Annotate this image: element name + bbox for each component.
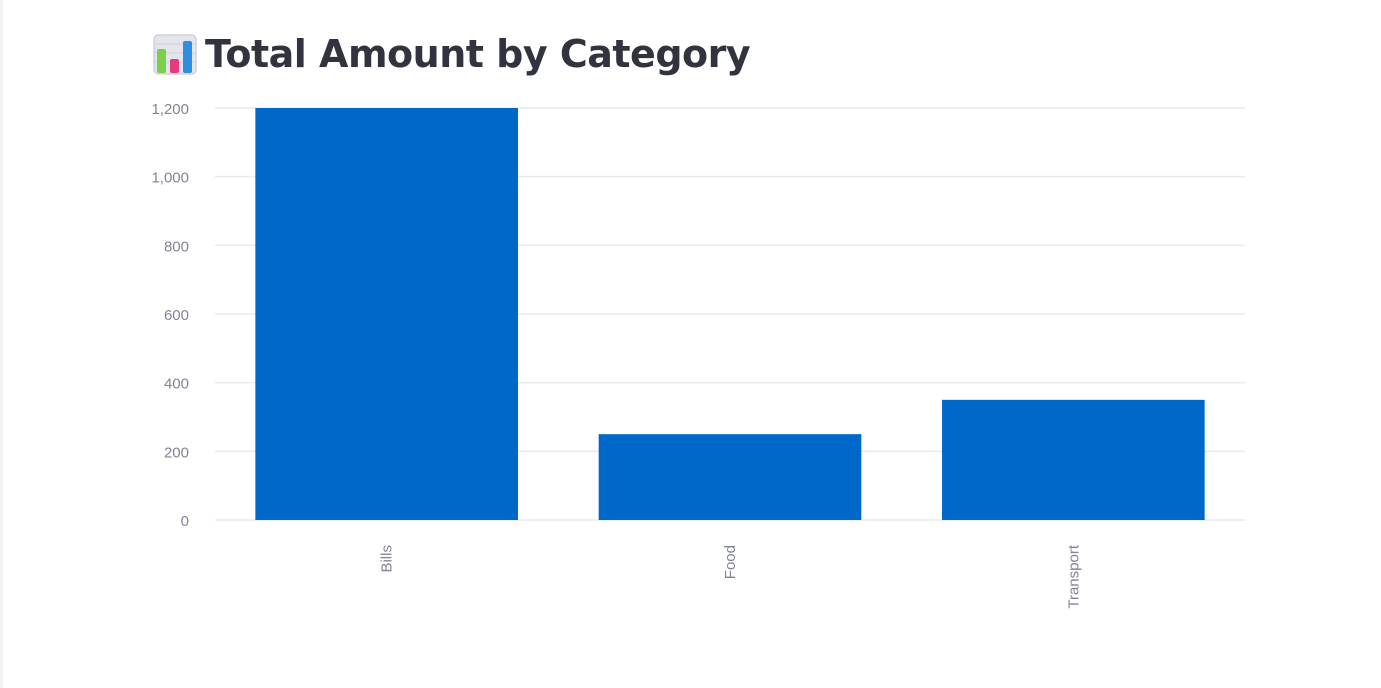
chart-header: Total Amount by Category [153, 28, 751, 80]
x-axis: Bills Food Transport [379, 544, 1083, 608]
y-tick-label: 800 [164, 238, 189, 255]
x-tick-label: Transport [1065, 544, 1082, 608]
y-tick-label: 1,200 [151, 101, 189, 118]
bar-food[interactable] [598, 434, 862, 520]
y-tick-label: 0 [181, 513, 189, 530]
y-axis: 0 200 400 600 800 1,000 1,200 [151, 101, 189, 530]
y-tick-label: 200 [164, 444, 189, 461]
x-tick-label: Bills [379, 545, 396, 573]
bar-bills[interactable] [255, 108, 518, 520]
x-tick-label: Food [722, 545, 739, 579]
y-tick-label: 1,000 [151, 170, 189, 187]
y-tick-label: 400 [164, 376, 189, 393]
chart-title: Total Amount by Category [205, 32, 751, 76]
bar-chart-icon [153, 34, 197, 75]
bar-transport[interactable] [942, 399, 1205, 520]
bars [255, 108, 1205, 520]
left-edge-strip [0, 0, 3, 688]
y-tick-label: 600 [164, 307, 189, 324]
